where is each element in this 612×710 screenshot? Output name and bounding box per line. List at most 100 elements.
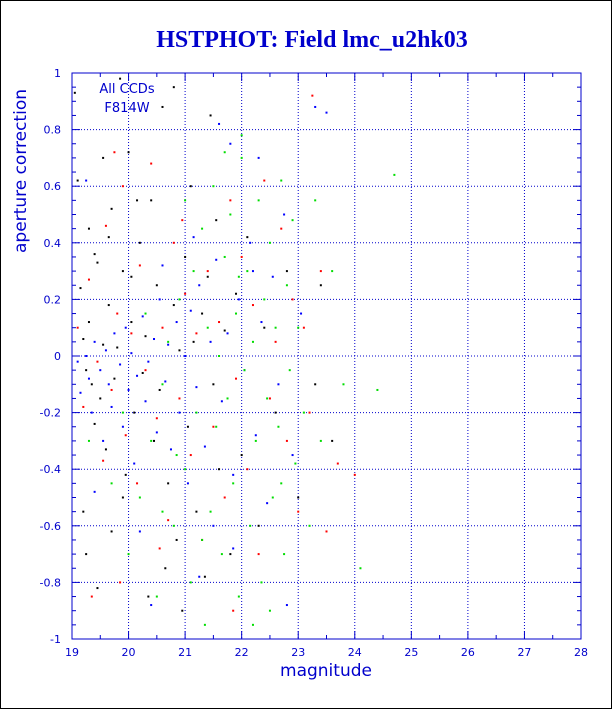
data-point xyxy=(113,332,116,335)
data-point xyxy=(285,270,288,273)
data-point xyxy=(359,567,362,570)
data-point xyxy=(79,287,82,290)
data-point xyxy=(285,604,288,607)
data-point xyxy=(189,454,192,457)
data-point xyxy=(229,142,232,145)
data-point xyxy=(195,386,198,389)
y-tick-label: 0.2 xyxy=(44,293,62,306)
y-tick-label: -1 xyxy=(50,633,61,646)
data-point xyxy=(201,312,204,315)
data-point xyxy=(150,162,153,165)
data-point xyxy=(93,253,96,256)
data-point xyxy=(90,595,93,598)
data-point xyxy=(237,298,240,301)
data-point xyxy=(144,312,147,315)
data-point xyxy=(203,575,206,578)
data-point xyxy=(130,275,133,278)
data-point xyxy=(331,439,334,442)
data-point xyxy=(215,258,218,261)
data-point xyxy=(127,151,130,154)
data-point xyxy=(107,383,110,386)
data-point xyxy=(254,434,257,437)
data-point xyxy=(195,411,198,414)
data-point xyxy=(116,312,119,315)
data-point xyxy=(325,111,328,114)
data-point xyxy=(297,510,300,513)
data-point xyxy=(235,312,238,315)
data-point xyxy=(283,213,286,216)
data-point xyxy=(240,255,243,258)
data-point xyxy=(297,496,300,499)
data-point xyxy=(246,236,249,239)
annotation-label: F814W xyxy=(104,101,149,116)
data-point xyxy=(189,581,192,584)
data-point xyxy=(251,270,254,273)
data-point xyxy=(195,510,198,513)
data-point xyxy=(85,553,88,556)
data-point xyxy=(127,553,130,556)
data-point xyxy=(181,609,184,612)
data-point xyxy=(285,439,288,442)
data-point xyxy=(107,236,110,239)
x-tick-label: 27 xyxy=(517,646,531,659)
data-point xyxy=(186,482,189,485)
data-point xyxy=(133,411,136,414)
data-point xyxy=(319,270,322,273)
data-point xyxy=(263,298,266,301)
data-point xyxy=(102,459,105,462)
data-point xyxy=(130,352,133,355)
data-point xyxy=(331,270,334,273)
data-point xyxy=(76,360,79,363)
data-point xyxy=(226,397,229,400)
data-point xyxy=(291,454,294,457)
data-point xyxy=(175,454,178,457)
data-point xyxy=(104,224,107,227)
data-point xyxy=(161,383,164,386)
data-point xyxy=(229,553,232,556)
data-point xyxy=(237,595,240,598)
data-point xyxy=(184,255,187,258)
data-point xyxy=(280,482,283,485)
data-point xyxy=(116,346,119,349)
y-tick-label: -0.4 xyxy=(40,463,61,476)
data-point xyxy=(192,270,195,273)
data-point xyxy=(240,134,243,137)
y-tick-label: -0.6 xyxy=(40,520,61,533)
data-point xyxy=(102,343,105,346)
data-point xyxy=(155,431,158,434)
data-point xyxy=(257,524,260,527)
data-point xyxy=(167,343,170,346)
data-point xyxy=(184,468,187,471)
data-point xyxy=(212,524,215,527)
data-point xyxy=(251,340,254,343)
data-point xyxy=(302,411,305,414)
data-point xyxy=(178,349,181,352)
y-tick-label: 0.8 xyxy=(44,124,62,137)
data-point xyxy=(153,338,156,341)
x-tick-label: 25 xyxy=(404,646,418,659)
data-point xyxy=(124,434,127,437)
data-point xyxy=(110,482,113,485)
data-point xyxy=(283,553,286,556)
data-point xyxy=(209,340,212,343)
data-point xyxy=(130,321,133,324)
data-point xyxy=(226,332,229,335)
data-point xyxy=(96,261,99,264)
data-point xyxy=(291,219,294,222)
x-tick-label: 28 xyxy=(574,646,588,659)
data-point xyxy=(110,388,113,391)
data-point xyxy=(240,156,243,159)
data-point xyxy=(119,77,122,80)
data-point xyxy=(172,524,175,527)
data-point xyxy=(119,581,122,584)
data-point xyxy=(249,524,252,527)
data-point xyxy=(223,151,226,154)
data-point xyxy=(223,496,226,499)
data-point xyxy=(124,326,127,329)
data-point xyxy=(90,383,93,386)
data-point xyxy=(209,114,212,117)
data-point xyxy=(110,530,113,533)
data-point xyxy=(150,604,153,607)
data-point xyxy=(87,278,90,281)
data-point xyxy=(271,496,274,499)
